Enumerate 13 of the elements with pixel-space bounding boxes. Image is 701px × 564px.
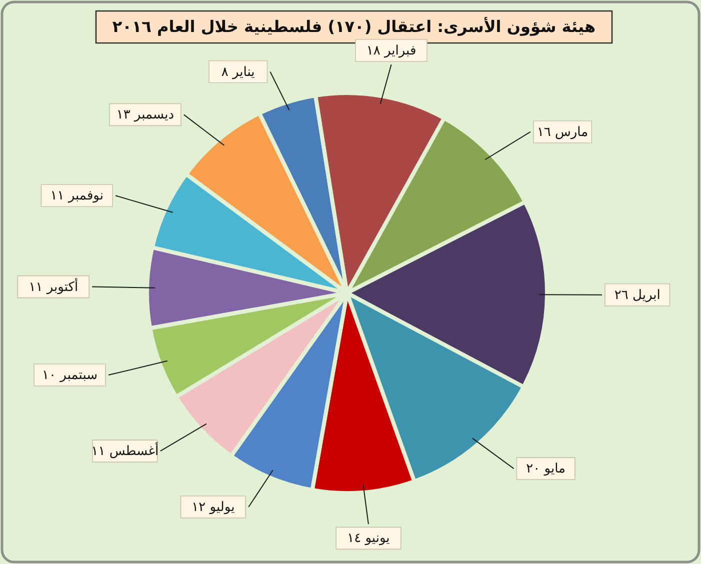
slice-label: نوفمبر ١١ — [50, 188, 104, 204]
slice-label: ديسمبر ١٣ — [116, 108, 174, 123]
slice-label: مارس ١٦ — [536, 124, 588, 140]
slice-label: يوليو ١٢ — [192, 500, 236, 516]
chart-title: هيئة شؤون الأسرى: اعتقال (١٧٠) فلسطينية خلال العام ٢٠١٦ — [112, 16, 596, 36]
slice-label: يناير ٨ — [221, 64, 256, 80]
slice-label: ابريل ٢٦ — [614, 288, 660, 303]
slice-label: فبراير ١٨ — [366, 44, 416, 59]
slice-label: مايو ٢٠ — [526, 462, 566, 477]
slice-label: يونيو ١٤ — [347, 531, 390, 546]
slice-label: سبتمبر ١٠ — [42, 368, 98, 384]
slice-label: أغسطس ١١ — [91, 442, 159, 460]
slice-label: أكتوبر ١١ — [28, 278, 78, 295]
